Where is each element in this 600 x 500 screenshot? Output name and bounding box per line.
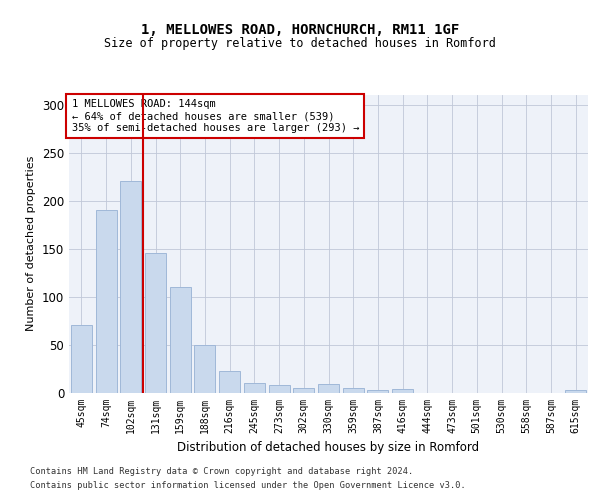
X-axis label: Distribution of detached houses by size in Romford: Distribution of detached houses by size …	[178, 441, 479, 454]
Bar	[367, 390, 388, 392]
Bar	[565, 390, 586, 392]
Bar	[343, 388, 364, 392]
Text: 1 MELLOWES ROAD: 144sqm
← 64% of detached houses are smaller (539)
35% of semi-d: 1 MELLOWES ROAD: 144sqm ← 64% of detache…	[71, 100, 359, 132]
Text: Contains HM Land Registry data © Crown copyright and database right 2024.: Contains HM Land Registry data © Crown c…	[30, 467, 413, 476]
Bar	[71, 326, 92, 392]
Bar	[318, 384, 339, 392]
Y-axis label: Number of detached properties: Number of detached properties	[26, 156, 37, 332]
Bar	[95, 210, 116, 392]
Bar	[269, 385, 290, 392]
Bar	[392, 388, 413, 392]
Bar	[219, 372, 240, 392]
Bar	[120, 182, 141, 392]
Text: 1, MELLOWES ROAD, HORNCHURCH, RM11 1GF: 1, MELLOWES ROAD, HORNCHURCH, RM11 1GF	[141, 22, 459, 36]
Bar	[244, 383, 265, 392]
Bar	[170, 287, 191, 393]
Bar	[293, 388, 314, 392]
Bar	[194, 344, 215, 393]
Bar	[145, 254, 166, 392]
Text: Contains public sector information licensed under the Open Government Licence v3: Contains public sector information licen…	[30, 481, 466, 490]
Text: Size of property relative to detached houses in Romford: Size of property relative to detached ho…	[104, 36, 496, 50]
